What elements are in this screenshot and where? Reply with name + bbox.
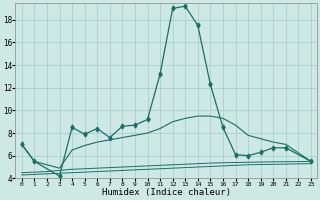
X-axis label: Humidex (Indice chaleur): Humidex (Indice chaleur) [102,188,231,197]
